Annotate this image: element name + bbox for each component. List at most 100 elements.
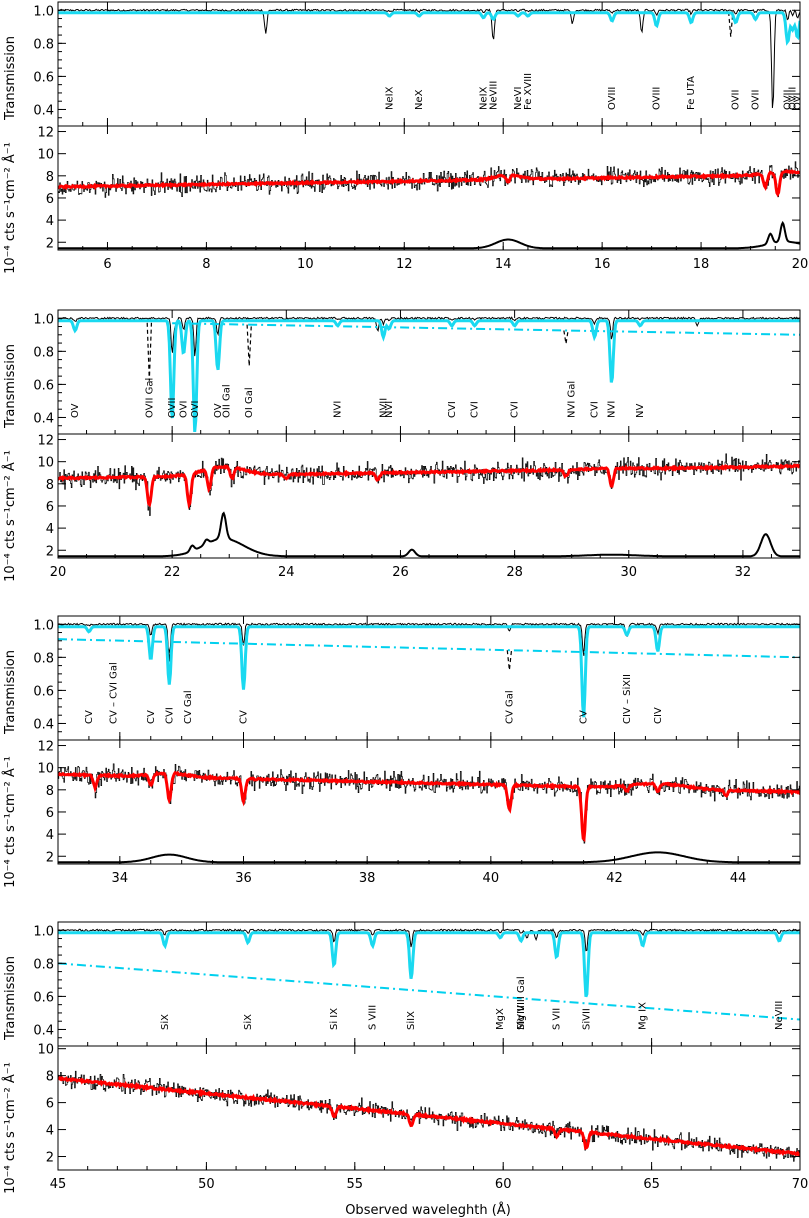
total-transmission-line [58,11,800,46]
x-tick-label: 26 [392,565,409,580]
y-tick-label: 6 [46,1097,54,1112]
panel-3: CV CV – CVI Gal CV CVI CV Gal CV CV Gal CV CIV –… [2,615,801,888]
y-tick-label: 8 [46,170,54,185]
model-spectrum-line [58,168,800,198]
model-spectrum-line [58,770,800,843]
x-tick-label: 40 [483,871,500,886]
x-tick-label: 20 [50,565,67,580]
y-tick-label: 4 [46,214,54,229]
y-tick-label: 2 [46,236,54,251]
ion-label: CV – CVI Gal [109,662,120,724]
ion-label: NVI [384,401,395,418]
model-spectrum-line [58,1075,800,1157]
y-tick-label: 0.8 [33,957,54,972]
galactic-absorption-line [506,650,513,671]
transmission-panel-4 [58,928,800,1021]
ion-label: Mg IX [638,1002,649,1030]
y-tick-label: 12 [37,126,54,141]
ion-label: CVI [470,401,481,418]
ion-label: SiIX [406,1011,417,1030]
y-axis-label-transmission: Transmission [3,956,18,1041]
ion-label: CIV [653,707,664,724]
ion-label: SiX [243,1014,254,1030]
ion-label: NV [635,404,646,418]
y-tick-label: 0.8 [33,651,54,666]
ion-label: NeX [414,89,425,110]
panel-4: SiX SiX Si IX S VIII SiIX MgX Mg VIII GalSiVII… [2,921,809,1194]
ion-label: CVI [164,707,175,724]
total-transmission-line [58,931,800,998]
y-tick-label: 6 [46,500,54,515]
ion-label: CVI [447,401,458,418]
y-tick-label: 0.6 [33,684,54,699]
y-tick-label: 6 [46,806,54,821]
ion-label: OVII [750,90,761,110]
data-spectrum-line [58,161,800,198]
ion-label: NVI Gal [567,381,578,418]
x-tick-label: 70 [792,1177,809,1192]
ion-label: NVII [378,398,389,418]
x-tick-label: 24 [278,565,295,580]
x-tick-label: 18 [693,257,710,272]
x-tick-label: 55 [347,1177,364,1192]
galactic-absorption-line [146,322,153,381]
component-transmission-line [58,316,800,357]
total-transmission-line [58,625,800,718]
y-tick-label: 10 [37,148,54,163]
x-tick-label: 8 [202,257,210,272]
ion-label: SiVII [581,1008,592,1030]
ion-label: NVI [607,401,618,418]
ion-label: OII Gal [221,384,232,418]
total-transmission-line [58,319,800,433]
ion-label: CVI [510,401,521,418]
y-axis-label-transmission: Transmission [3,650,18,735]
y-tick-label: 2 [46,544,54,559]
x-tick-label: 20 [792,257,809,272]
flux-panel-2 [58,453,800,558]
ion-label: CV Gal [183,690,194,724]
component-transmission-line [58,622,800,662]
galactic-absorption-line [728,11,734,37]
ion-label: OVIII [788,87,799,110]
ion-label: Mg VIII Gal [516,976,527,1030]
x-tick-label: 6 [103,257,111,272]
ion-label: NVI [333,401,344,418]
y-axis-label-transmission: Transmission [3,36,18,121]
y-tick-label: 10 [37,456,54,471]
y-axis-label-flux: 10⁻⁴ cts s⁻¹cm⁻² Å⁻¹ [2,1062,18,1194]
flux-frame [57,433,801,559]
ion-label: CIV – SiXII [622,674,633,724]
x-tick-label: 34 [112,871,129,886]
ion-label: OV [70,403,81,418]
x-tick-label: 50 [198,1177,215,1192]
y-axis-label-flux: 10⁻⁴ cts s⁻¹cm⁻² Å⁻¹ [2,450,18,582]
x-tick-label: 44 [730,871,747,886]
ion-label: S VIII [368,1005,379,1030]
ion-label: OVIII [607,87,618,110]
y-tick-label: 0.8 [33,37,54,52]
flux-panel-4 [58,1070,800,1162]
x-tick-label: 45 [50,1177,67,1192]
y-tick-label: 12 [37,434,54,449]
ion-label: OVII [731,90,742,110]
y-tick-label: 0.4 [33,103,54,118]
y-tick-label: 2 [46,1151,54,1166]
ion-label: NeIX [384,86,395,110]
x-tick-label: 60 [495,1177,512,1192]
x-tick-label: 38 [359,871,376,886]
y-tick-label: 4 [46,1124,54,1139]
y-axis-label-flux: 10⁻⁴ cts s⁻¹cm⁻² Å⁻¹ [2,142,18,274]
flux-panel-3 [58,763,800,864]
y-tick-label: 10 [37,1043,54,1058]
x-tick-label: 12 [396,257,413,272]
ion-label: Si IX [329,1008,340,1030]
x-tick-label: 32 [735,565,752,580]
galactic-absorption-line [563,330,569,344]
y-tick-label: 10 [37,762,54,777]
ion-label: OVI [190,401,201,419]
model-spectrum-line [58,463,800,510]
ion-label: OVII [167,398,178,418]
y-tick-label: 0.6 [33,70,54,85]
x-tick-label: 36 [235,871,252,886]
galactic-absorption-line [246,324,252,367]
